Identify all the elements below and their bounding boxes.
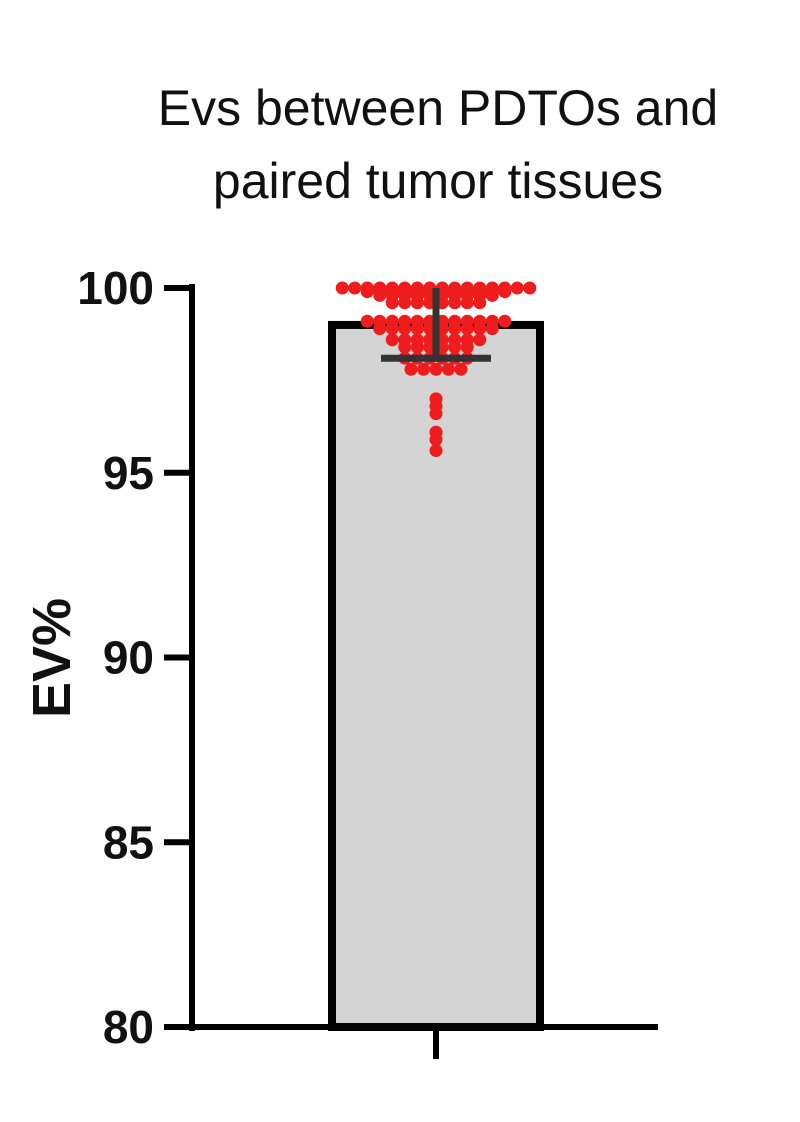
data-point bbox=[460, 340, 474, 354]
data-point bbox=[448, 322, 462, 336]
data-point bbox=[410, 340, 424, 354]
data-point bbox=[454, 362, 468, 376]
y-tick-label: 100 bbox=[77, 262, 154, 314]
data-point bbox=[410, 322, 424, 336]
data-point bbox=[460, 322, 474, 336]
data-point bbox=[485, 288, 499, 302]
data-point bbox=[510, 281, 524, 295]
data-point bbox=[385, 333, 399, 347]
y-tick-label: 95 bbox=[103, 447, 154, 499]
data-point bbox=[398, 340, 412, 354]
y-tick-label: 80 bbox=[103, 1001, 154, 1053]
data-point bbox=[473, 322, 487, 336]
data-point bbox=[448, 296, 462, 310]
plot-area: 80 85 90 95 100 bbox=[77, 262, 658, 1059]
data-point bbox=[360, 314, 374, 328]
data-point bbox=[473, 333, 487, 347]
data-point bbox=[417, 362, 430, 376]
data-point bbox=[385, 296, 399, 310]
y-axis-label: EV% bbox=[22, 598, 82, 718]
data-point bbox=[398, 296, 412, 310]
data-point bbox=[404, 362, 418, 376]
data-point bbox=[473, 296, 487, 310]
chart-title-line-1: Evs between PDTOs and bbox=[158, 80, 718, 136]
data-point bbox=[429, 432, 443, 446]
y-tick-label: 85 bbox=[103, 816, 154, 868]
data-point bbox=[429, 444, 443, 458]
data-point bbox=[485, 322, 499, 336]
y-tick-label: 90 bbox=[103, 632, 154, 684]
chart-title-line-2: paired tumor tissues bbox=[213, 153, 663, 209]
data-point bbox=[398, 322, 412, 336]
data-point bbox=[442, 362, 455, 376]
data-point bbox=[429, 407, 443, 421]
data-point bbox=[360, 285, 374, 299]
data-point bbox=[348, 281, 362, 295]
data-point bbox=[373, 288, 387, 302]
data-point bbox=[498, 314, 512, 328]
data-point bbox=[498, 285, 512, 299]
data-point bbox=[410, 296, 424, 310]
data-point bbox=[373, 322, 387, 336]
data-point bbox=[335, 281, 349, 295]
data-point bbox=[523, 281, 537, 295]
data-point bbox=[385, 322, 399, 336]
data-point bbox=[448, 340, 462, 354]
data-point bbox=[460, 296, 474, 310]
data-point bbox=[429, 362, 443, 376]
